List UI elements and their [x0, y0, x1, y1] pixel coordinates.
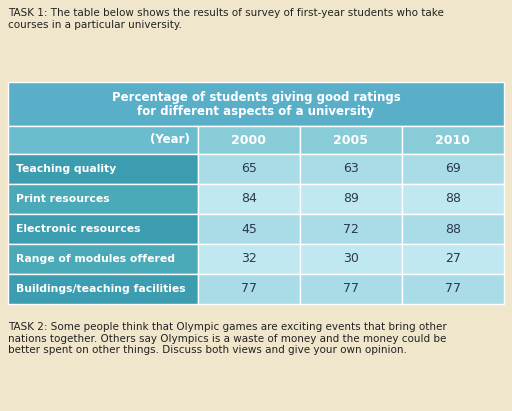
- Bar: [198, 274, 300, 304]
- Bar: [402, 244, 504, 274]
- Bar: [8, 244, 198, 274]
- Bar: [300, 274, 402, 304]
- Bar: [300, 244, 402, 274]
- Text: 88: 88: [445, 192, 461, 206]
- Bar: [8, 214, 198, 244]
- Bar: [300, 184, 402, 214]
- Text: 89: 89: [343, 192, 359, 206]
- Text: 30: 30: [343, 252, 359, 266]
- Bar: [198, 154, 300, 184]
- Bar: [198, 184, 300, 214]
- Text: Range of modules offered: Range of modules offered: [16, 254, 175, 264]
- Bar: [8, 126, 198, 154]
- Text: 2005: 2005: [333, 134, 369, 146]
- Text: 63: 63: [343, 162, 359, 175]
- Bar: [300, 126, 402, 154]
- Text: 65: 65: [241, 162, 257, 175]
- Text: TASK 2: Some people think that Olympic games are exciting events that bring othe: TASK 2: Some people think that Olympic g…: [8, 322, 447, 355]
- Bar: [198, 244, 300, 274]
- Text: 2010: 2010: [436, 134, 471, 146]
- Bar: [198, 214, 300, 244]
- Text: 32: 32: [241, 252, 257, 266]
- Text: 77: 77: [343, 282, 359, 296]
- Text: Electronic resources: Electronic resources: [16, 224, 140, 234]
- Text: 84: 84: [241, 192, 257, 206]
- Text: Teaching quality: Teaching quality: [16, 164, 116, 174]
- Bar: [8, 82, 504, 126]
- Text: 77: 77: [445, 282, 461, 296]
- Text: 45: 45: [241, 222, 257, 236]
- Bar: [402, 154, 504, 184]
- Text: 88: 88: [445, 222, 461, 236]
- Bar: [300, 154, 402, 184]
- Bar: [402, 126, 504, 154]
- Bar: [402, 214, 504, 244]
- Bar: [8, 154, 198, 184]
- Text: 2000: 2000: [231, 134, 267, 146]
- Text: Percentage of students giving good ratings: Percentage of students giving good ratin…: [112, 90, 400, 104]
- Text: Print resources: Print resources: [16, 194, 110, 204]
- Text: TASK 1: The table below shows the results of survey of first-year students who t: TASK 1: The table below shows the result…: [8, 8, 444, 30]
- Text: 27: 27: [445, 252, 461, 266]
- Bar: [198, 126, 300, 154]
- Bar: [8, 184, 198, 214]
- Bar: [8, 274, 198, 304]
- Text: Buildings/teaching facilities: Buildings/teaching facilities: [16, 284, 186, 294]
- Text: 69: 69: [445, 162, 461, 175]
- Text: 72: 72: [343, 222, 359, 236]
- Bar: [402, 274, 504, 304]
- Text: for different aspects of a university: for different aspects of a university: [137, 104, 375, 118]
- Bar: [402, 184, 504, 214]
- Text: (Year): (Year): [150, 134, 190, 146]
- Bar: [300, 214, 402, 244]
- Text: 77: 77: [241, 282, 257, 296]
